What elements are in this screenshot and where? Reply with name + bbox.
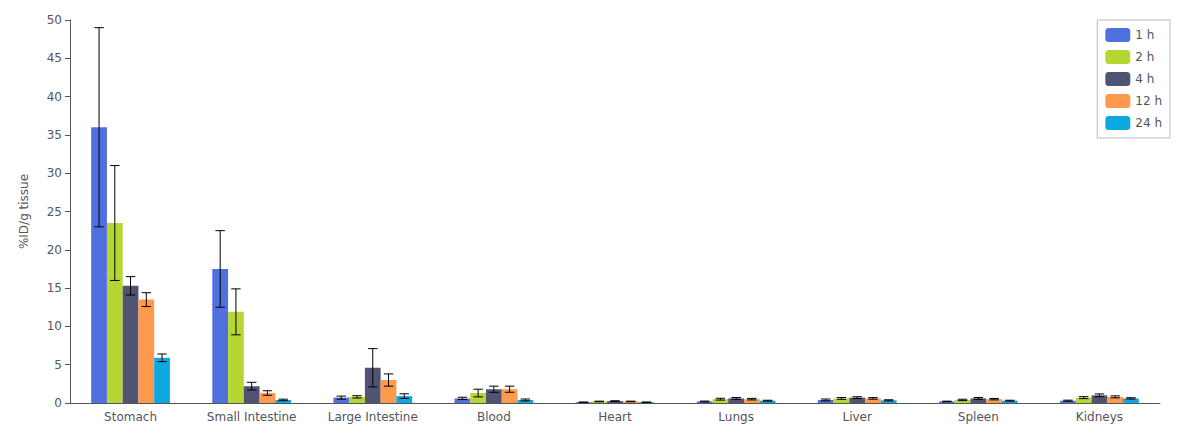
svg-text:1 h: 1 h bbox=[1135, 28, 1154, 42]
svg-text:Lungs: Lungs bbox=[718, 410, 754, 424]
svg-text:4 h: 4 h bbox=[1135, 72, 1154, 86]
svg-text:Blood: Blood bbox=[477, 410, 511, 424]
svg-text:0: 0 bbox=[54, 396, 62, 410]
svg-text:35: 35 bbox=[47, 128, 62, 142]
svg-text:30: 30 bbox=[47, 166, 62, 180]
svg-text:2 h: 2 h bbox=[1135, 50, 1154, 64]
svg-text:25: 25 bbox=[47, 205, 62, 219]
svg-text:12 h: 12 h bbox=[1135, 94, 1162, 108]
svg-text:Large Intestine: Large Intestine bbox=[328, 410, 418, 424]
svg-text:15: 15 bbox=[47, 281, 62, 295]
svg-text:45: 45 bbox=[47, 51, 62, 65]
svg-text:24 h: 24 h bbox=[1135, 116, 1162, 130]
svg-text:20: 20 bbox=[47, 243, 62, 257]
svg-text:Heart: Heart bbox=[598, 410, 632, 424]
svg-text:Liver: Liver bbox=[843, 410, 873, 424]
svg-text:%ID/g tissue: %ID/g tissue bbox=[17, 174, 31, 249]
svg-text:Stomach: Stomach bbox=[104, 410, 157, 424]
svg-text:50: 50 bbox=[47, 13, 62, 27]
svg-text:5: 5 bbox=[54, 358, 62, 372]
svg-text:Spleen: Spleen bbox=[958, 410, 999, 424]
svg-text:40: 40 bbox=[47, 90, 62, 104]
svg-text:Small Intestine: Small Intestine bbox=[207, 410, 297, 424]
svg-text:10: 10 bbox=[47, 319, 62, 333]
svg-text:Kidneys: Kidneys bbox=[1076, 410, 1123, 424]
